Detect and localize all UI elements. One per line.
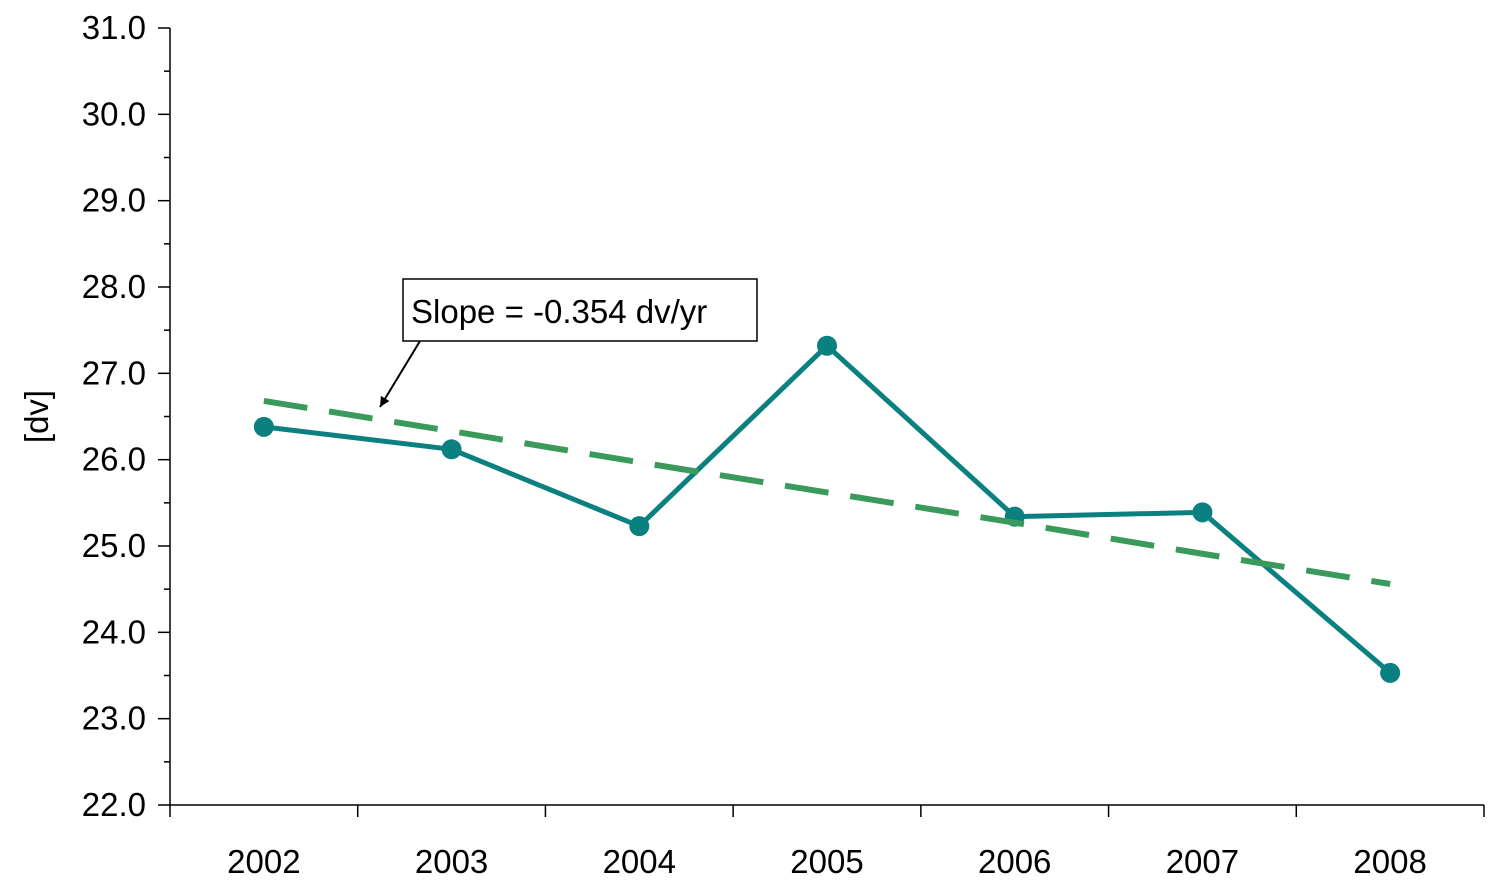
data-point: [1380, 662, 1401, 683]
data-point: [629, 516, 650, 537]
y-tick-label: 31.0: [82, 9, 146, 46]
y-tick-label: 28.0: [82, 268, 146, 305]
x-tick-label: 2002: [227, 843, 300, 880]
data-point: [253, 416, 274, 437]
x-tick-label: 2008: [1353, 843, 1426, 880]
y-tick-label: 23.0: [82, 700, 146, 737]
y-tick-label: 29.0: [82, 182, 146, 219]
series-line: [263, 343, 1392, 675]
annotation-arrow: [379, 340, 421, 408]
y-axis-title: [dv]: [18, 390, 55, 443]
y-tick-label: 25.0: [82, 527, 146, 564]
trend-line: [263, 397, 1391, 587]
x-tick-label: 2007: [1166, 843, 1239, 880]
x-tick-label: 2005: [790, 843, 863, 880]
y-tick-label: 22.0: [82, 786, 146, 823]
data-point: [441, 439, 462, 460]
y-tick-label: 30.0: [82, 95, 146, 132]
data-point: [1192, 502, 1213, 523]
y-tick-label: 24.0: [82, 613, 146, 650]
annotation-box: [402, 278, 758, 342]
annotation-text: Slope = -0.354 dv/yr: [411, 293, 707, 330]
x-tick-label: 2003: [415, 843, 488, 880]
data-point: [817, 335, 837, 356]
y-tick-label: 27.0: [82, 354, 146, 391]
y-tick-label: 26.0: [82, 441, 146, 478]
x-tick-label: 2006: [978, 843, 1051, 880]
x-tick-label: 2004: [603, 843, 676, 880]
